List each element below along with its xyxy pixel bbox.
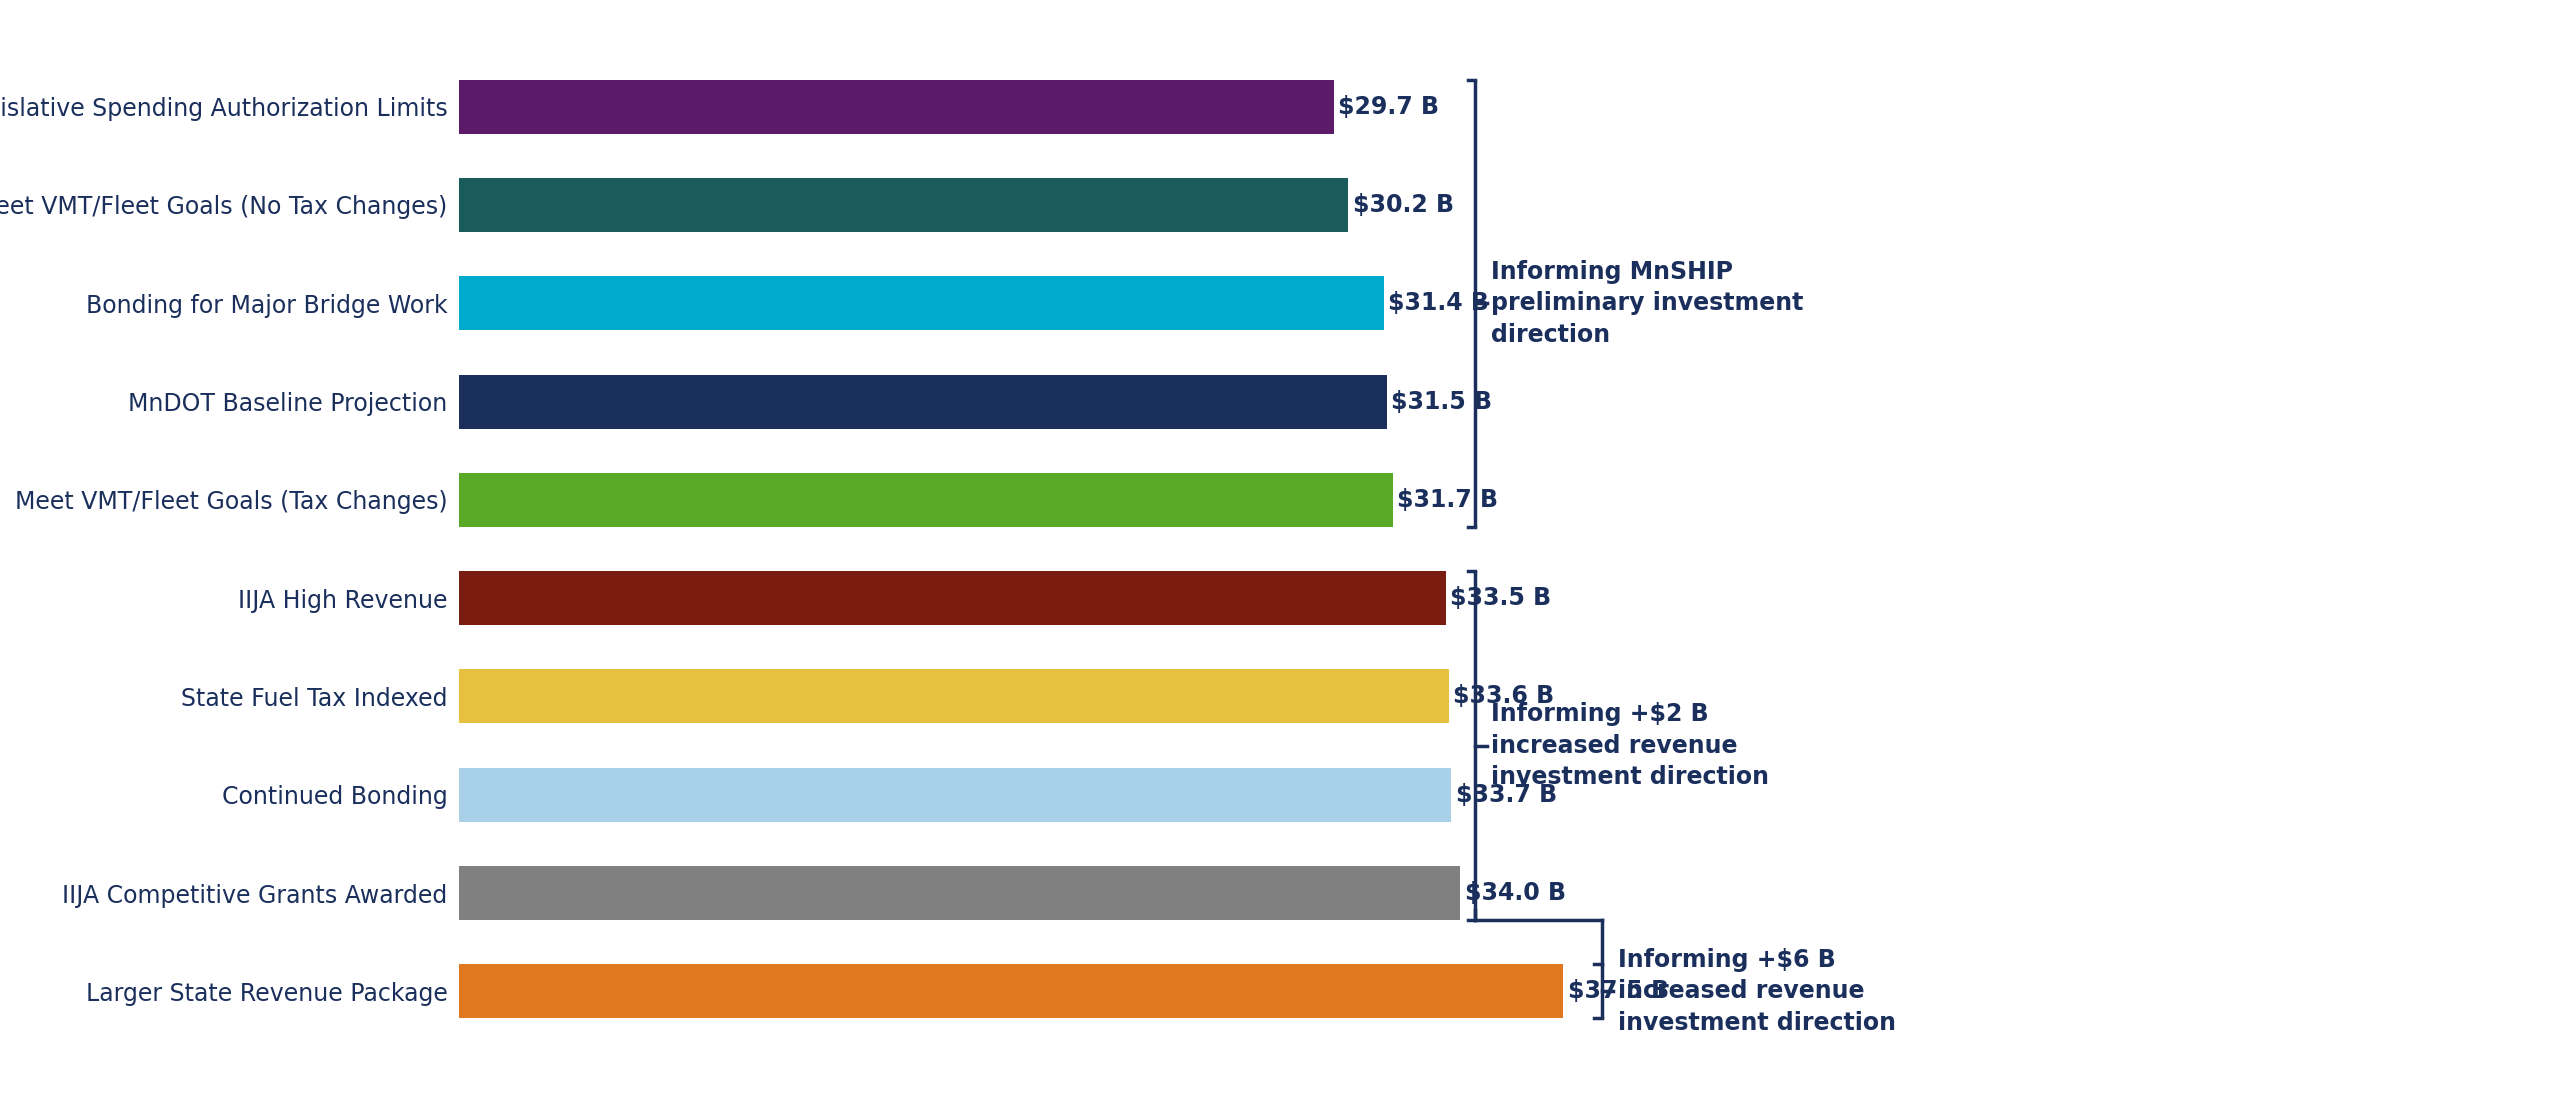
Text: $33.5 B: $33.5 B <box>1450 586 1552 610</box>
Bar <box>459 670 1448 724</box>
Bar <box>459 178 1348 232</box>
Bar <box>459 964 1563 1018</box>
Text: $31.4 B: $31.4 B <box>1389 291 1489 315</box>
Bar <box>459 571 1445 625</box>
Bar <box>459 866 1461 920</box>
Text: $29.7 B: $29.7 B <box>1338 94 1440 119</box>
Text: $34.0 B: $34.0 B <box>1466 881 1565 905</box>
Text: Informing +$2 B
increased revenue
investment direction: Informing +$2 B increased revenue invest… <box>1491 702 1769 789</box>
Text: $33.7 B: $33.7 B <box>1455 783 1557 807</box>
Bar <box>459 473 1392 527</box>
Bar <box>459 80 1333 134</box>
Text: $30.2 B: $30.2 B <box>1354 193 1453 217</box>
Bar <box>459 277 1384 330</box>
Text: $31.7 B: $31.7 B <box>1397 488 1499 512</box>
Text: $33.6 B: $33.6 B <box>1453 684 1555 708</box>
Text: Informing +$6 B
increased revenue
investment direction: Informing +$6 B increased revenue invest… <box>1619 948 1896 1035</box>
Text: $37.5 B: $37.5 B <box>1568 979 1670 1004</box>
Bar <box>459 768 1450 821</box>
Bar <box>459 374 1387 428</box>
Text: $31.5 B: $31.5 B <box>1392 390 1491 414</box>
Text: Informing MnSHIP
preliminary investment
direction: Informing MnSHIP preliminary investment … <box>1491 259 1805 347</box>
